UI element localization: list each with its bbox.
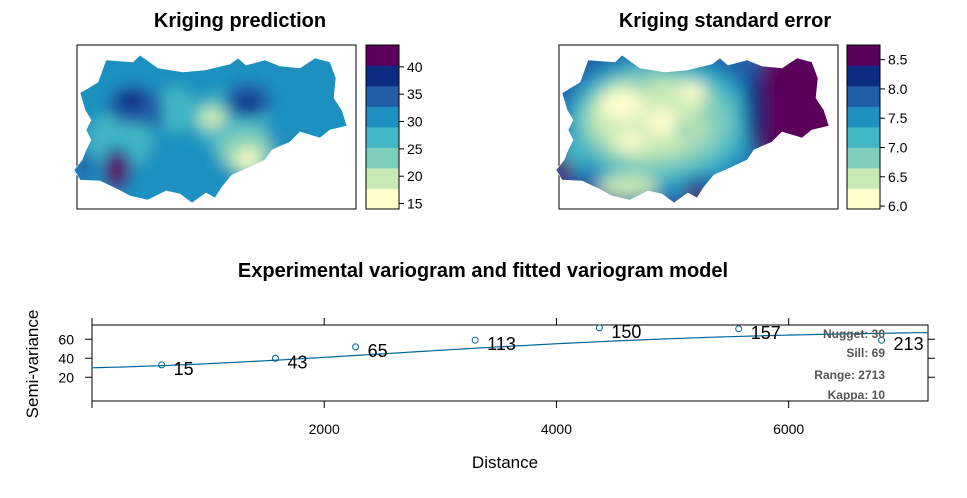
variogram-plot: 15 43 65 113 150 157 213 2000 4000 6000 20 40 60 N… <box>23 310 935 472</box>
colorbar-swatch <box>847 45 880 66</box>
colorbar-swatch <box>366 65 399 87</box>
point-count-label: 113 <box>487 334 516 354</box>
x-axis-label: Distance <box>472 453 538 472</box>
prediction-map-frame <box>76 44 357 210</box>
variogram-frame <box>91 324 929 402</box>
colorbar-tick-label: 7.5 <box>888 110 908 126</box>
point-count-label: 43 <box>287 352 307 372</box>
colorbar-tick-label: 40 <box>407 59 423 75</box>
prediction-colorbar: 15 20 25 30 35 40 <box>365 44 423 212</box>
y-tick-label: 40 <box>58 350 74 366</box>
variogram-point <box>158 361 166 369</box>
colorbar-tick-label: 30 <box>407 114 423 130</box>
y-axis-label: Semi-variance <box>23 310 42 419</box>
std-error-title: Kriging standard error <box>619 10 831 32</box>
y-tick-label: 60 <box>58 331 74 347</box>
colorbar-swatch <box>847 188 880 210</box>
colorbar-swatch <box>366 106 399 128</box>
x-tick-label: 4000 <box>541 421 572 437</box>
colorbar-tick-label: 15 <box>407 196 423 212</box>
point-count-label: 150 <box>611 322 641 342</box>
colorbar-swatch <box>847 65 880 87</box>
variogram-model <box>91 332 929 369</box>
variogram-title: Experimental variogram and fitted variog… <box>238 260 728 282</box>
kappa-label: Kappa: 10 <box>828 388 886 402</box>
colorbar-tick-label: 8.5 <box>888 52 908 68</box>
std-error-map-frame <box>558 44 839 210</box>
std-error-map <box>555 44 839 210</box>
colorbar-swatch <box>847 147 880 169</box>
colorbar-swatch <box>366 86 399 107</box>
colorbar-swatch <box>847 168 880 189</box>
range-label: Range: 2713 <box>814 368 885 382</box>
colorbar-tick-label: 20 <box>407 168 423 184</box>
std-error-colorbar: 6.0 6.5 7.0 7.5 8.0 8.5 <box>846 44 908 214</box>
point-count-label: 213 <box>894 334 924 354</box>
colorbar-swatch <box>366 168 399 189</box>
colorbar-swatch <box>847 86 880 107</box>
colorbar-swatch <box>366 147 399 169</box>
colorbar-swatch <box>366 127 399 148</box>
colorbar-frame <box>365 44 400 210</box>
model-parameters: Nugget: 30 Sill: 69 Range: 2713 Kappa: 1… <box>814 327 885 402</box>
prediction-title: Kriging prediction <box>154 10 326 32</box>
model-curve <box>91 332 929 369</box>
x-tick-label: 6000 <box>773 421 804 437</box>
variogram-point <box>471 336 479 344</box>
x-tick-label: 2000 <box>309 421 340 437</box>
variogram-point <box>735 325 743 333</box>
sill-label: Sill: 69 <box>846 346 885 360</box>
colorbar-swatch <box>366 188 399 210</box>
colorbar-tick-label: 6.0 <box>888 198 908 214</box>
colorbar-tick-label: 35 <box>407 86 423 102</box>
y-tick-label: 20 <box>58 369 74 385</box>
colorbar-swatch <box>847 127 880 148</box>
variogram-point <box>352 343 360 351</box>
variogram-point <box>595 324 603 332</box>
colorbar-frame <box>846 44 881 210</box>
point-count-label: 157 <box>751 323 781 343</box>
point-count-label: 15 <box>174 359 194 379</box>
nugget-label: Nugget: 30 <box>823 327 885 341</box>
prediction-map <box>73 44 357 210</box>
colorbar-tick-label: 6.5 <box>888 169 908 185</box>
colorbar-swatch <box>366 45 399 66</box>
colorbar-tick-label: 25 <box>407 141 423 157</box>
variogram-point <box>878 336 886 344</box>
variogram-point <box>271 354 279 362</box>
point-count-label: 65 <box>368 341 388 361</box>
colorbar-tick-label: 8.0 <box>888 81 908 97</box>
colorbar-swatch <box>847 106 880 128</box>
colorbar-tick-label: 7.0 <box>888 140 908 156</box>
